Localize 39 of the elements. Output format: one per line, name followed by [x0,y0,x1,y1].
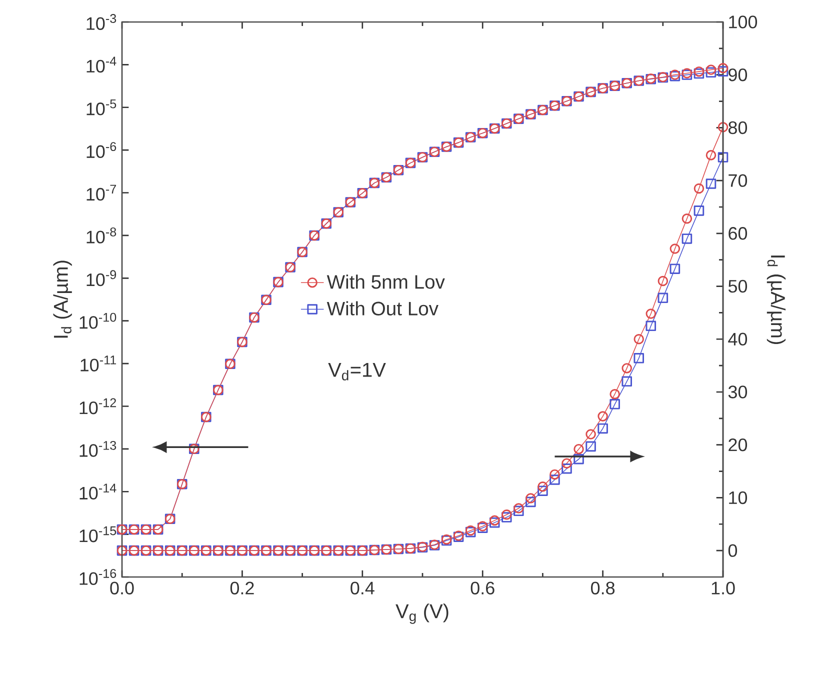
x-tick-label: 1.0 [712,582,735,594]
y2-tick-label: 50 [728,280,748,293]
x-tick-label: 0.2 [230,582,254,594]
y2-tick-label: 20 [728,438,748,452]
y-tick-label: 10$^{-10}$ [80,312,116,329]
annotation: V$_{d}$=1V [328,362,386,380]
y2-tick-label: 30 [728,386,748,398]
y2-axis-title: I$_{d}$ (µA/µm) [766,256,786,344]
y-tick-label: 10$^{-13}$ [80,440,116,457]
y-tick-label: 10$^{-11}$ [80,356,116,372]
x-tick-label: 0.6 [470,582,494,594]
y2-tick-label: 10 [729,491,748,504]
y2-tick-label: 80 [728,121,748,134]
y-tick-label: 10$^{-7}$ [86,184,116,201]
legend-label: With Out Lov [326,301,438,316]
y2-tick-label: 90 [728,68,748,82]
y2-tick-label: 100 [729,16,758,28]
y-axis-title: I$_{d}$ (A/µm) [53,260,72,338]
y-tick-label: 10$^{-6}$ [86,142,116,158]
y2-tick-label: 60 [728,227,748,240]
point [706,64,716,75]
y-tick-label: 10$^{-3}$ [86,14,116,30]
x-axis-title: V$_{g}$ (V) [396,604,448,624]
y-tick-label: 10$^{-9}$ [86,270,116,286]
point [706,67,716,78]
x-tick-label: 0.4 [350,582,374,594]
y-tick-label: 10$^{-8}$ [86,227,116,244]
legend-label: With 5nm Lov [326,274,445,289]
y-tick-label: 10$^{-15}$ [80,526,116,542]
y-tick-label: 10$^{-12}$ [80,398,116,414]
y-tick-label: 10$^{-14}$ [80,484,116,500]
y2-tick-label: 40 [728,332,748,346]
point [718,66,728,76]
x-tick-label: 0.8 [591,582,615,594]
y2-tick-label: 70 [728,174,748,187]
y-tick-label: 10$^{-4}$ [86,56,116,73]
point [718,63,728,74]
y2-tick-label: 0 [728,544,738,557]
y-tick-label: 10$^{-5}$ [86,99,116,116]
